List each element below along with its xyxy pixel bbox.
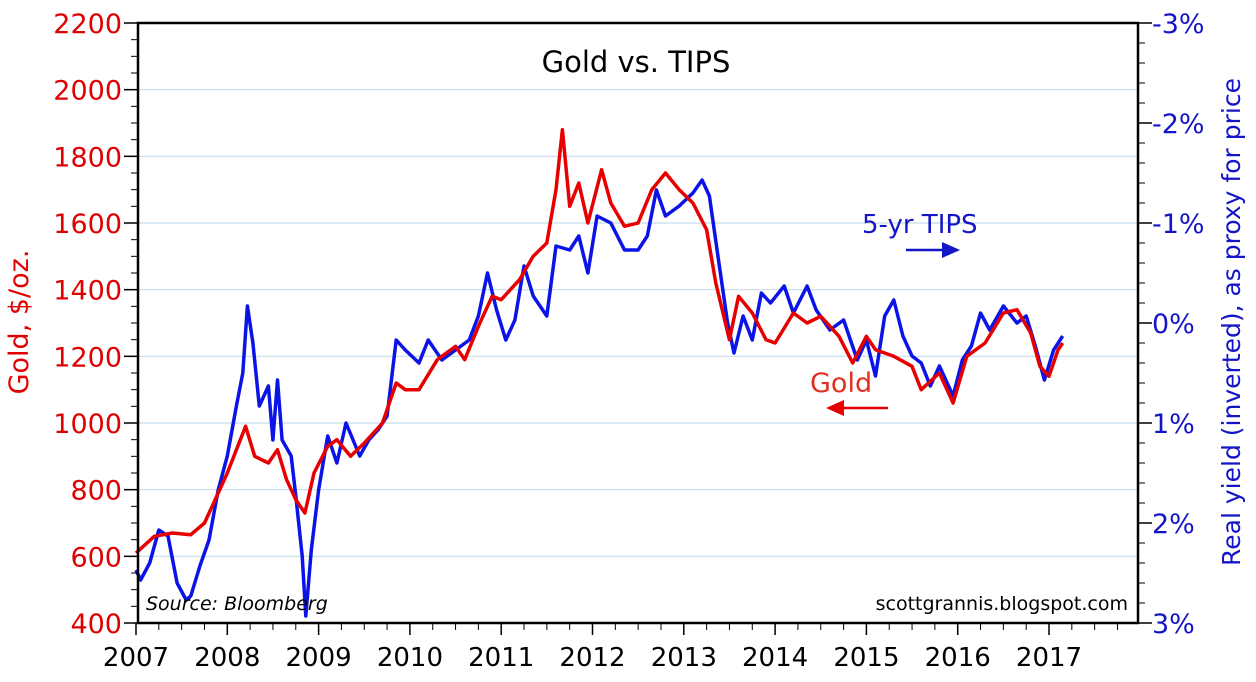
annotation-gold: Gold: [810, 368, 872, 399]
y-tick-label-right: 1%: [1152, 409, 1195, 440]
y-tick-label-left: 800: [70, 476, 122, 507]
y-tick-label-left: 600: [70, 542, 122, 573]
x-tick-label: 2009: [286, 643, 352, 673]
y-axis-label-left: Gold, $/oz.: [4, 250, 35, 395]
y-tick-labels-left: 400 600 800 1000 1200 1400 1600 1800 2000 2200: [53, 9, 122, 640]
y-tick-label-right: -3%: [1152, 9, 1205, 40]
y-axis-label-right: Real yield (inverted), as proxy for pric…: [1217, 78, 1246, 566]
x-tick-labels: 2007 2008 2009 2010 2011 2012 2013 2014 2015 2016…: [103, 643, 1082, 673]
annotation-tips: 5-yr TIPS: [862, 210, 978, 240]
x-tick-label: 2008: [194, 643, 260, 673]
x-tick-label: 2010: [377, 643, 443, 673]
x-tick-label: 2016: [925, 643, 991, 673]
x-tick-label: 2011: [468, 643, 534, 673]
x-tick-label: 2013: [651, 643, 717, 673]
y-tick-label-left: 2200: [53, 9, 122, 40]
y-tick-label-right: -1%: [1152, 209, 1205, 240]
arrow-left-icon: [826, 400, 888, 416]
y-tick-label-left: 2000: [53, 76, 122, 107]
y-tick-labels-right: -3% -2% -1% 0% 1% 2% 3%: [1152, 9, 1205, 640]
x-tick-label: 2017: [1016, 643, 1082, 673]
series-line-gold: [134, 127, 1065, 555]
x-tick-label: 2014: [742, 643, 808, 673]
y-tick-label-left: 400: [70, 609, 122, 640]
y-tick-label-right: 3%: [1152, 609, 1195, 640]
x-tick-label: 2012: [559, 643, 625, 673]
series-line-5-yr-tips: [134, 178, 1065, 618]
y-tick-label-right: 2%: [1152, 509, 1195, 540]
y-tick-label-left: 1000: [53, 409, 122, 440]
y-tick-label-left: 1400: [53, 276, 122, 307]
y-tick-label-right: 0%: [1152, 309, 1195, 340]
y-tick-label-right: -2%: [1152, 109, 1205, 140]
axis-ticks: [124, 22, 1152, 635]
series-lines: [134, 127, 1065, 618]
arrow-right-icon: [906, 242, 960, 258]
y-tick-label-left: 1200: [53, 342, 122, 373]
plot-frame: [136, 21, 1140, 625]
chart-title: Gold vs. TIPS: [542, 45, 731, 79]
source-note: Source: Bloomberg: [146, 593, 328, 615]
x-tick-label: 2015: [833, 643, 899, 673]
x-tick-label: 2007: [103, 643, 169, 673]
y-tick-label-left: 1600: [53, 209, 122, 240]
credit-note: scottgrannis.blogspot.com: [876, 593, 1128, 615]
y-tick-label-left: 1800: [53, 142, 122, 173]
